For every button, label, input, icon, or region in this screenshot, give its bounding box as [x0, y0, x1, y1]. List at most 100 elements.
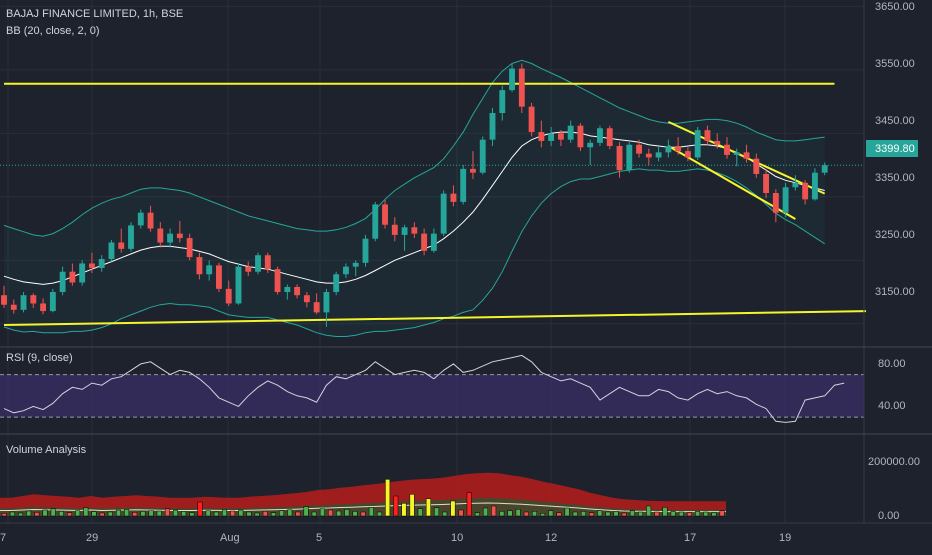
volume-bar — [678, 511, 684, 517]
trendline-support[interactable] — [3, 310, 867, 327]
time-label: 10 — [451, 532, 463, 544]
candle-body — [479, 139, 486, 173]
last-price-label-bg — [866, 140, 918, 157]
volume-bar — [164, 508, 170, 517]
volume-bar — [580, 511, 586, 517]
volume-bar — [515, 509, 521, 517]
symbol-title[interactable]: BAJAJ FINANCE LIMITED, 1h, BSE — [6, 8, 184, 20]
volume-bar — [34, 512, 40, 517]
candle-body — [430, 233, 437, 251]
volume-bar — [1, 513, 7, 517]
price-tick: 3450.00 — [875, 115, 915, 127]
candle-body — [499, 90, 506, 114]
candle-body — [450, 193, 457, 202]
candle-body — [440, 193, 447, 234]
volume-bar — [401, 503, 407, 517]
candle-body — [538, 132, 545, 141]
candle-body — [323, 292, 330, 313]
bb-fill — [4, 60, 825, 337]
volume-bar — [523, 511, 529, 517]
candle-body — [40, 303, 47, 312]
volume-bar — [124, 509, 130, 517]
bb-basis-line — [3, 131, 825, 285]
candle-body — [597, 128, 603, 143]
candle-body — [518, 68, 525, 107]
time-label: 5 — [316, 532, 322, 544]
time-label: 19 — [779, 532, 791, 544]
candle-body — [391, 224, 398, 235]
volume-bar — [287, 509, 293, 517]
volume-bar — [499, 511, 505, 517]
candle-body — [89, 263, 95, 268]
volume-bar — [99, 512, 105, 517]
candlesticks — [1, 63, 828, 327]
candle-body — [577, 125, 584, 148]
candle-body — [470, 168, 476, 173]
time-label: 29 — [86, 532, 98, 544]
volume-tick: 0.00 — [878, 510, 899, 522]
price-tick: 3250.00 — [875, 229, 915, 241]
candle-body — [567, 125, 574, 140]
last-price-label: 3399.80 — [875, 143, 915, 155]
volume-bar — [140, 511, 146, 517]
bb-legend[interactable]: BB (20, close, 2, 0) — [6, 25, 100, 37]
volume-bar — [597, 510, 603, 517]
volume-bar — [621, 512, 627, 517]
candle-body — [811, 172, 818, 200]
volume-bar — [328, 509, 334, 517]
volume-bar — [42, 509, 48, 517]
candle-body — [616, 146, 623, 171]
volume-bar — [491, 505, 497, 517]
volume-bar — [703, 511, 709, 517]
volume-bar — [450, 500, 456, 517]
rsi-legend[interactable]: RSI (9, close) — [6, 352, 73, 364]
volume-bar — [458, 509, 464, 517]
volume-tick: 200000.00 — [868, 456, 920, 468]
candle-body — [665, 146, 672, 153]
candle-body — [411, 227, 418, 234]
candle-body — [147, 212, 154, 229]
candle-body — [724, 144, 730, 155]
volume-ma-line — [0, 502, 726, 513]
candle-body — [108, 242, 115, 260]
candle-body — [714, 140, 721, 145]
volume-bar — [572, 511, 578, 517]
volume-bar — [26, 510, 32, 517]
volume-legend[interactable]: Volume Analysis — [6, 444, 87, 456]
candle-body — [167, 233, 174, 243]
volume-bar — [507, 510, 513, 517]
volume-bar — [352, 511, 358, 517]
volume-bar — [75, 510, 81, 517]
volume-bar — [417, 508, 423, 517]
volume-bar — [246, 511, 252, 517]
volume-bar — [107, 511, 113, 517]
volume-bar — [654, 511, 660, 517]
candle-body — [10, 304, 17, 310]
volume-bar — [540, 513, 546, 517]
candle-body — [216, 265, 222, 289]
candle-body — [206, 265, 213, 275]
candle-body — [362, 238, 369, 263]
candle-body — [294, 286, 301, 296]
volume-bar — [50, 508, 56, 517]
candle-body — [1, 295, 7, 305]
volume-bar — [409, 494, 415, 517]
candle-body — [333, 274, 340, 293]
volume-bar — [531, 511, 537, 517]
candle-body — [694, 130, 701, 158]
volume-pane — [0, 472, 726, 517]
volume-bar — [344, 509, 350, 517]
volume-bar — [466, 492, 472, 517]
time-label: 12 — [545, 532, 557, 544]
volume-bar — [319, 508, 325, 517]
rsi-tick: 40.00 — [878, 400, 906, 412]
candle-body — [509, 68, 515, 91]
candle-body — [225, 288, 232, 304]
volume-bar — [393, 495, 399, 517]
candle-body — [684, 151, 691, 158]
candle-body — [645, 153, 652, 158]
volume-bar — [270, 512, 276, 517]
